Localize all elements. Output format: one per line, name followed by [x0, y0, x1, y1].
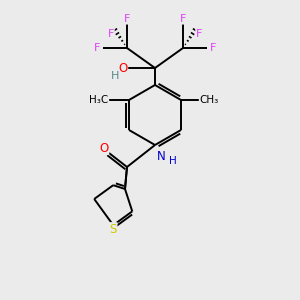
Text: F: F	[108, 29, 114, 39]
Text: F: F	[196, 29, 202, 39]
Text: F: F	[210, 43, 216, 53]
Text: F: F	[94, 43, 100, 53]
Text: CH₃: CH₃	[200, 95, 219, 105]
Text: O: O	[99, 142, 109, 154]
Text: F: F	[180, 14, 186, 24]
Text: O: O	[118, 61, 127, 74]
Text: N: N	[157, 151, 165, 164]
Text: F: F	[124, 14, 130, 24]
Text: H: H	[111, 71, 119, 81]
Text: H: H	[169, 156, 177, 166]
Text: S: S	[110, 223, 117, 236]
Text: H₃C: H₃C	[89, 95, 109, 105]
